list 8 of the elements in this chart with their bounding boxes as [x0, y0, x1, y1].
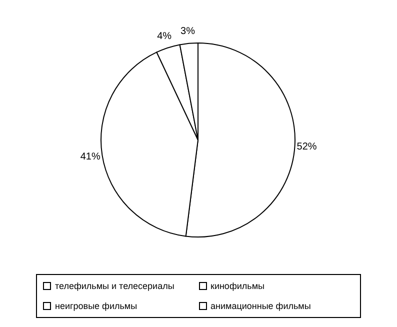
legend-label: неигровые фильмы — [55, 301, 138, 311]
legend-label: телефильмы и телесериалы — [55, 281, 174, 291]
legend-label: анимационные фильмы — [210, 301, 311, 311]
data-label: 52% — [296, 141, 317, 152]
data-label: 41% — [80, 152, 100, 163]
legend-label: кинофильмы — [210, 281, 264, 291]
data-label: 3% — [180, 26, 196, 37]
data-label: 4% — [157, 30, 172, 42]
